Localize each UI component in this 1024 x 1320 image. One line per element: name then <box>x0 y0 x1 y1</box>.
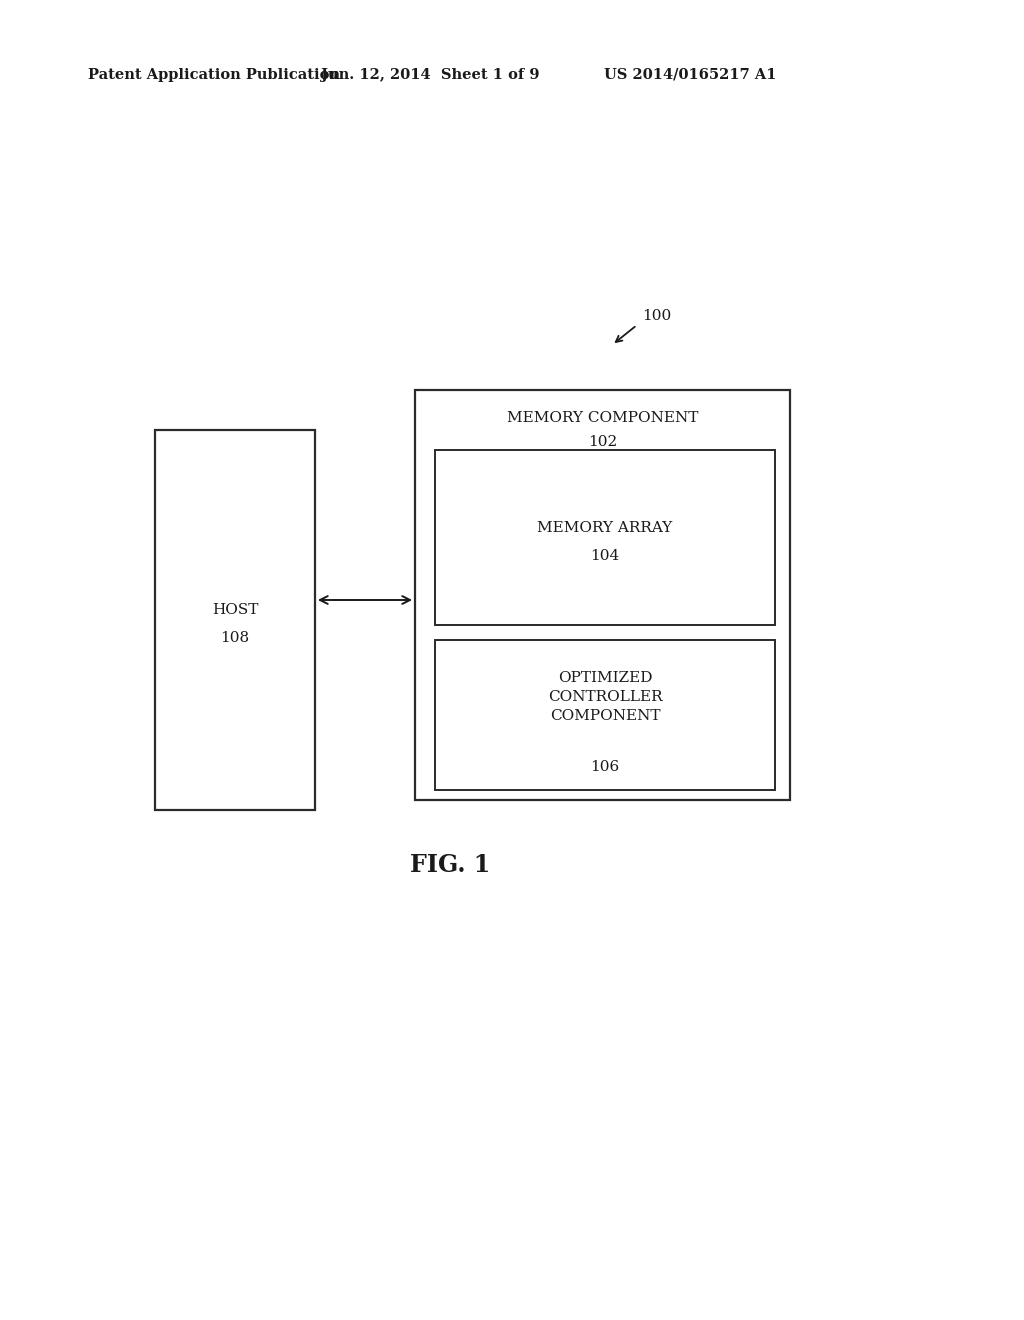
Text: Jun. 12, 2014  Sheet 1 of 9: Jun. 12, 2014 Sheet 1 of 9 <box>321 69 540 82</box>
Text: FIG. 1: FIG. 1 <box>410 853 490 876</box>
Text: 102: 102 <box>588 436 617 449</box>
Text: US 2014/0165217 A1: US 2014/0165217 A1 <box>604 69 776 82</box>
Bar <box>415 389 790 800</box>
Bar <box>435 450 775 624</box>
Text: Patent Application Publication: Patent Application Publication <box>88 69 340 82</box>
Text: MEMORY ARRAY: MEMORY ARRAY <box>538 520 673 535</box>
Text: 104: 104 <box>591 549 620 562</box>
Text: MEMORY COMPONENT: MEMORY COMPONENT <box>507 411 698 425</box>
Bar <box>155 430 315 810</box>
Text: 100: 100 <box>642 309 672 323</box>
Text: HOST: HOST <box>212 603 258 616</box>
Text: OPTIMIZED
CONTROLLER
COMPONENT: OPTIMIZED CONTROLLER COMPONENT <box>548 671 663 723</box>
Bar <box>435 640 775 789</box>
Text: 106: 106 <box>591 760 620 774</box>
Text: 108: 108 <box>220 631 250 645</box>
